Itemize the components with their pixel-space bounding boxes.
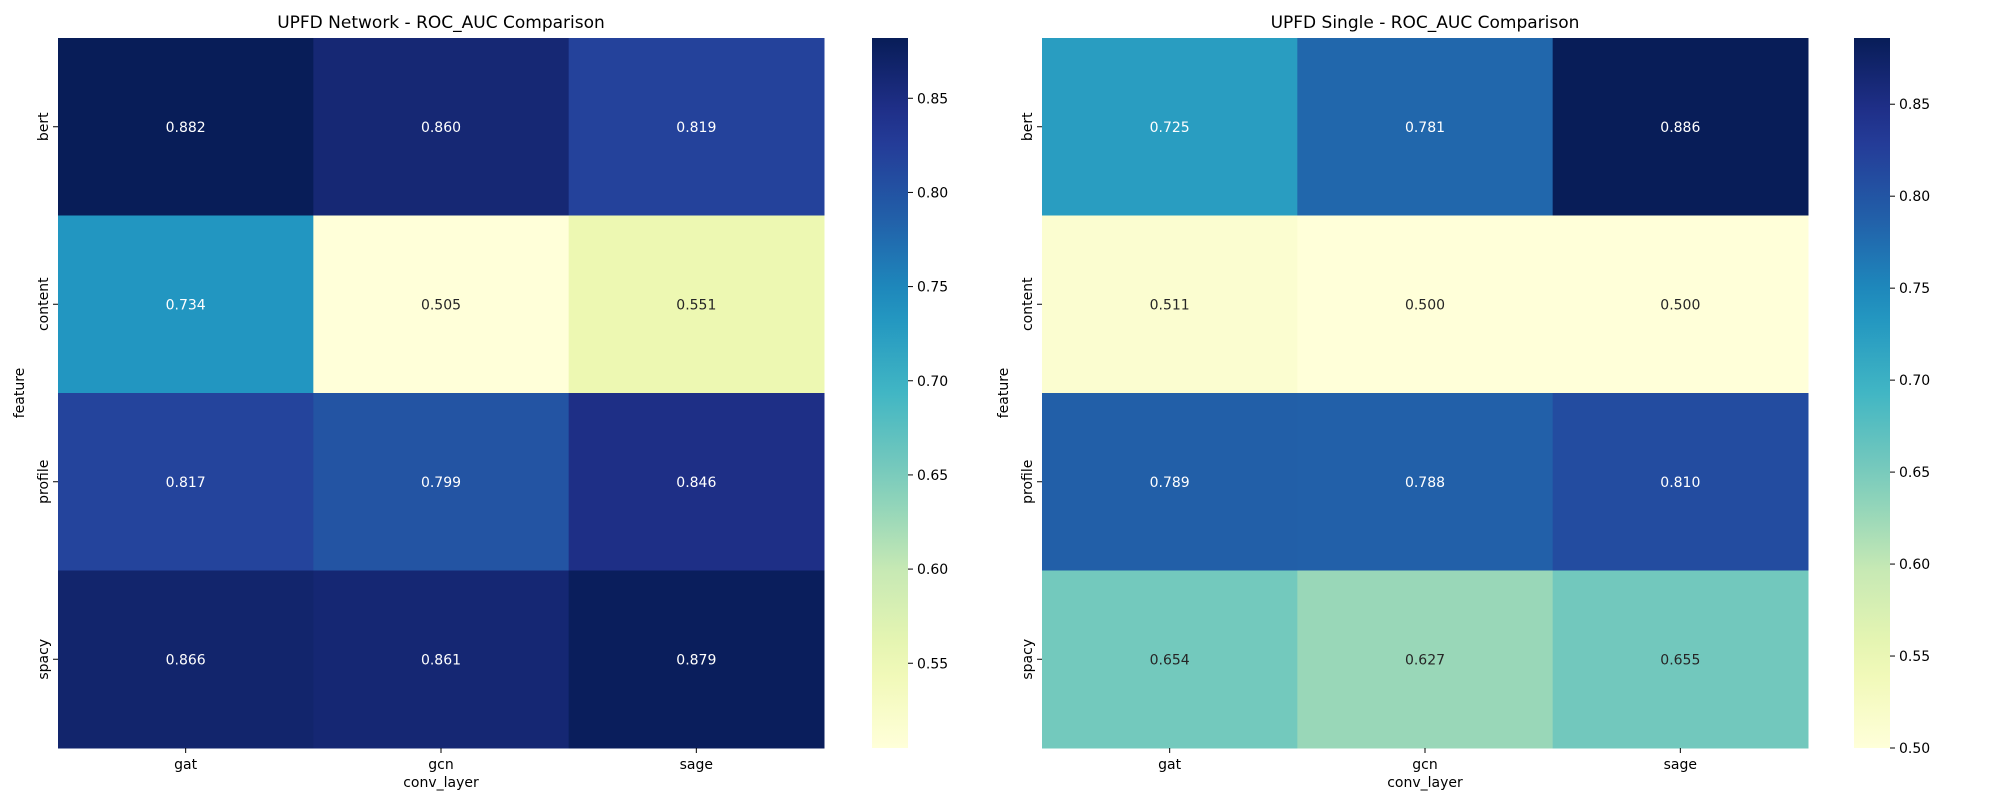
cell-annotation: 0.799 <box>421 475 461 491</box>
heatmap-cell <box>1297 215 1554 394</box>
cell-annotation: 0.655 <box>1660 652 1700 668</box>
cell-annotation: 0.627 <box>1405 652 1445 668</box>
cell-annotation: 0.861 <box>421 652 461 668</box>
heatmap-panel-2: UPFD Single - ROC_AUC Comparison 0.725 0.7… <box>996 13 1930 791</box>
x-tick-label: gat <box>174 757 197 773</box>
x-tick-label: gcn <box>1412 757 1437 773</box>
x-tick-label: gcn <box>428 757 453 773</box>
heatmap-cell <box>568 570 825 749</box>
y-axis-label: feature <box>996 368 1012 419</box>
y-tick-label: content <box>1020 277 1036 331</box>
heatmap-cell <box>1552 393 1809 571</box>
heatmap-cell <box>58 215 314 394</box>
colorbar-tick-label: 0.75 <box>917 280 948 296</box>
heatmap-cell <box>1297 38 1554 216</box>
heatmap-cell <box>568 38 825 216</box>
heatmap-cell <box>1042 215 1298 394</box>
colorbar-tick-label: 0.70 <box>1899 373 1930 389</box>
cell-annotation: 0.789 <box>1150 475 1190 491</box>
cell-annotation: 0.725 <box>1150 120 1190 136</box>
heatmap-cell <box>58 38 314 216</box>
cell-annotation: 0.846 <box>676 475 716 491</box>
heatmap-cell <box>1042 38 1298 216</box>
colorbar-tick-label: 0.75 <box>1899 281 1930 297</box>
x-tick-label: sage <box>1664 757 1697 773</box>
cell-annotation: 0.500 <box>1405 297 1445 313</box>
colorbar-tick-label: 0.60 <box>1899 557 1930 573</box>
heatmap-cell <box>1042 570 1298 749</box>
heatmap-cell <box>1297 570 1554 749</box>
cell-annotation: 0.551 <box>676 297 716 313</box>
x-tick-label: sage <box>680 757 713 773</box>
cell-annotation: 0.866 <box>166 652 206 668</box>
colorbar-tick-label: 0.85 <box>917 91 948 107</box>
cell-annotation: 0.781 <box>1405 120 1445 136</box>
y-tick-label: bert <box>1020 112 1036 141</box>
heatmap-cell <box>313 38 570 216</box>
cell-annotation: 0.511 <box>1150 297 1190 313</box>
x-axis-label: conv_layer <box>1387 775 1463 791</box>
cell-annotation: 0.886 <box>1660 120 1700 136</box>
y-tick-label: spacy <box>1020 639 1036 680</box>
colorbar-tick-label: 0.80 <box>1899 189 1930 205</box>
heatmap-cell <box>313 393 570 571</box>
cell-annotation: 0.734 <box>166 297 206 313</box>
colorbar-tick-label: 0.65 <box>917 468 948 484</box>
heatmap-cell <box>1552 570 1809 749</box>
colorbar-tick-label: 0.55 <box>917 656 948 672</box>
chart-title: UPFD Network - ROC_AUC Comparison <box>277 13 605 33</box>
colorbar-tick-label: 0.65 <box>1899 465 1930 481</box>
y-tick-label: profile <box>1020 460 1036 504</box>
cell-annotation: 0.810 <box>1660 475 1700 491</box>
x-axis-label: conv_layer <box>403 775 479 791</box>
colorbar-tick-label: 0.85 <box>1899 97 1930 113</box>
cell-annotation: 0.882 <box>166 120 206 136</box>
heatmap-cell <box>568 393 825 571</box>
cell-annotation: 0.654 <box>1150 652 1190 668</box>
heatmap-cell <box>1552 215 1809 394</box>
colorbar-tick-label: 0.70 <box>917 374 948 390</box>
heatmap-cell <box>1297 393 1554 571</box>
cell-annotation: 0.879 <box>676 652 716 668</box>
heatmap-panel-1: UPFD Network - ROC_AUC Comparison 0.882 0.… <box>12 13 948 791</box>
y-tick-label: content <box>36 277 52 331</box>
heatmap-cell <box>568 215 825 394</box>
y-tick-label: profile <box>36 460 52 504</box>
heatmap-cell <box>313 570 570 749</box>
cell-annotation: 0.860 <box>421 120 461 136</box>
heatmap-cell <box>313 215 570 394</box>
y-tick-label: spacy <box>36 639 52 680</box>
heatmap-cell <box>58 393 314 571</box>
colorbar-gradient <box>872 38 908 748</box>
chart-title: UPFD Single - ROC_AUC Comparison <box>1271 13 1580 33</box>
y-tick-label: bert <box>36 112 52 141</box>
x-tick-label: gat <box>1158 757 1181 773</box>
heatmap-cell <box>1552 38 1809 216</box>
cell-annotation: 0.819 <box>676 120 716 136</box>
cell-annotation: 0.505 <box>421 297 461 313</box>
colorbar-tick-label: 0.80 <box>917 185 948 201</box>
colorbar-tick-label: 0.50 <box>1899 741 1930 757</box>
heatmap-cell <box>58 570 314 749</box>
cell-annotation: 0.500 <box>1660 297 1700 313</box>
colorbar: 0.50 0.55 0.60 0.65 0.70 0.75 0.80 0.85 <box>1854 38 1930 757</box>
cell-annotation: 0.788 <box>1405 475 1445 491</box>
colorbar: 0.55 0.60 0.65 0.70 0.75 0.80 0.85 <box>872 38 948 748</box>
heatmap-cell <box>1042 393 1298 571</box>
y-axis-label: feature <box>12 368 28 419</box>
colorbar-tick-label: 0.55 <box>1899 649 1930 665</box>
colorbar-gradient <box>1854 38 1890 748</box>
colorbar-tick-label: 0.60 <box>917 562 948 578</box>
cell-annotation: 0.817 <box>166 475 206 491</box>
